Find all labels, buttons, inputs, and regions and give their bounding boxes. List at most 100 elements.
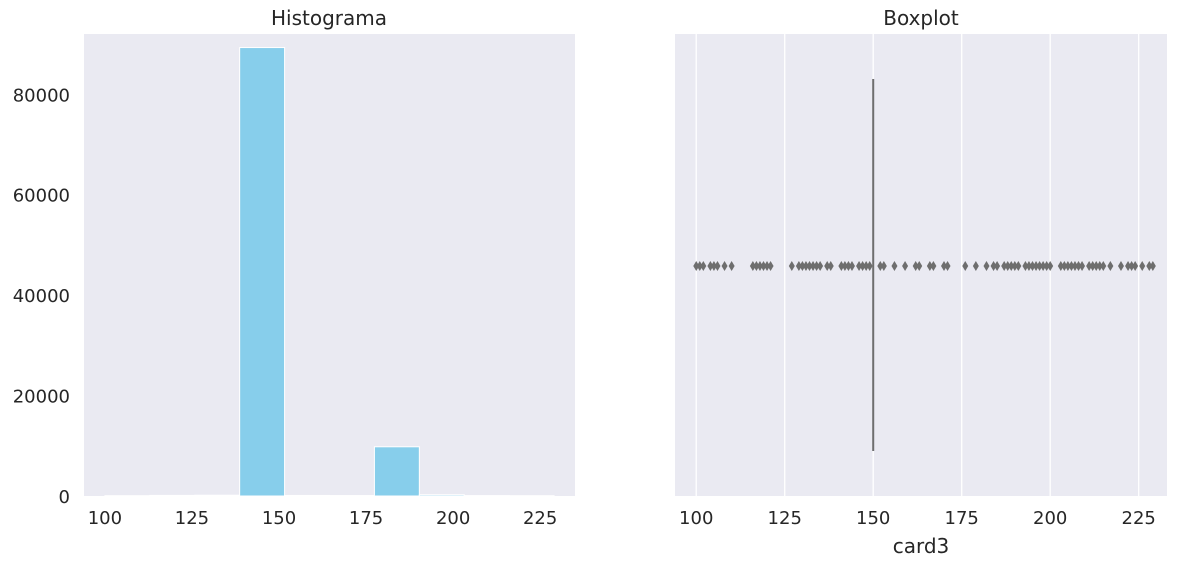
- boxplot-outlier: [1071, 261, 1078, 271]
- boxplot-outlier: [1068, 261, 1075, 271]
- boxplot-outlier: [813, 261, 820, 271]
- histogram-x-tick-label: 125: [175, 508, 209, 529]
- boxplot-outlier: [1093, 261, 1100, 271]
- boxplot-outlier: [866, 261, 873, 271]
- histogram-x-tick-label: 150: [262, 508, 296, 529]
- boxplot-outlier: [891, 261, 898, 271]
- boxplot-outlier: [838, 261, 845, 271]
- histogram-plot-area: [84, 34, 575, 496]
- boxplot-outlier: [1022, 261, 1029, 271]
- boxplot-x-tick-label: 125: [768, 508, 802, 529]
- boxplot-outlier: [1040, 261, 1047, 271]
- boxplot-x-tick-label: 200: [1033, 508, 1067, 529]
- boxplot-outlier: [1061, 261, 1068, 271]
- histogram-bar: [284, 494, 331, 497]
- histogram-y-tick-label: 80000: [13, 85, 70, 106]
- boxplot-outlier: [1025, 261, 1032, 271]
- boxplot-title: Boxplot: [883, 6, 959, 30]
- boxplot-outlier: [799, 261, 806, 271]
- boxplot-outlier: [806, 261, 813, 271]
- boxplot-outlier: [1100, 261, 1107, 271]
- histogram-bar: [149, 494, 196, 497]
- boxplot-outlier: [693, 261, 700, 271]
- histogram-bar: [194, 494, 241, 497]
- boxplot-outlier: [845, 261, 852, 271]
- histogram-y-tick-label: 0: [59, 487, 70, 508]
- boxplot-outlier: [788, 261, 795, 271]
- boxplot-outlier: [1015, 261, 1022, 271]
- boxplot-x-tick-label: 150: [856, 508, 890, 529]
- boxplot-outlier: [856, 261, 863, 271]
- boxplot-outlier: [1149, 261, 1156, 271]
- histogram-bar: [239, 47, 286, 497]
- boxplot-outlier: [749, 261, 756, 271]
- boxplot-outlier: [1029, 261, 1036, 271]
- boxplot-outlier: [1064, 261, 1071, 271]
- boxplot-outlier: [714, 261, 721, 271]
- boxplot-outlier: [926, 261, 933, 271]
- boxplot-panel: 100 125 150 175 200 225 Boxplot card3: [675, 6, 1167, 558]
- boxplot-outlier: [994, 261, 1001, 271]
- boxplot-x-tick-label: 225: [1122, 508, 1156, 529]
- boxplot-outlier: [827, 261, 834, 271]
- boxplot-outlier: [1117, 261, 1124, 271]
- boxplot-outlier: [795, 261, 802, 271]
- boxplot-outlier: [880, 261, 887, 271]
- boxplot-outlier: [1001, 261, 1008, 271]
- histogram-x-tick-label: 225: [523, 508, 557, 529]
- boxplot-x-axis-label: card3: [893, 534, 950, 558]
- boxplot-outlier: [1132, 261, 1139, 271]
- boxplot-outlier: [902, 261, 909, 271]
- boxplot-outlier: [1125, 261, 1132, 271]
- boxplot-outlier: [1004, 261, 1011, 271]
- boxplot-outlier: [841, 261, 848, 271]
- boxplot-outlier: [1036, 261, 1043, 271]
- boxplot-outlier: [1089, 261, 1096, 271]
- boxplot-outlier: [972, 261, 979, 271]
- boxplot-outlier: [767, 261, 774, 271]
- boxplot-outlier: [962, 261, 969, 271]
- boxplot-outlier: [863, 261, 870, 271]
- boxplot-outlier: [1086, 261, 1093, 271]
- histogram-x-tick-label: 100: [88, 508, 122, 529]
- boxplot-outlier: [1146, 261, 1153, 271]
- boxplot-outlier: [1033, 261, 1040, 271]
- boxplot-outlier: [1008, 261, 1015, 271]
- histogram-title: Histograma: [271, 6, 387, 30]
- boxplot-outlier: [1128, 261, 1135, 271]
- histogram-y-tick-label: 40000: [13, 286, 70, 307]
- boxplot-outlier: [756, 261, 763, 271]
- boxplot-outlier: [1011, 261, 1018, 271]
- boxplot-outlier: [930, 261, 937, 271]
- boxplot-outlier: [824, 261, 831, 271]
- boxplot-outlier: [710, 261, 717, 271]
- boxplot-outlier: [1079, 261, 1086, 271]
- boxplot-x-tick-label: 175: [945, 508, 979, 529]
- boxplot-outlier: [983, 261, 990, 271]
- boxplot-outlier: [760, 261, 767, 271]
- histogram-y-tick-label: 20000: [13, 387, 70, 408]
- boxplot-outlier: [944, 261, 951, 271]
- boxplot-outlier: [848, 261, 855, 271]
- histogram-y-tick-label: 60000: [13, 186, 70, 207]
- boxplot-outlier: [721, 261, 728, 271]
- boxplot-x-tick-label: 100: [679, 508, 713, 529]
- boxplot-outlier: [810, 261, 817, 271]
- histogram-panel: 100 125 150 175 200 225 0 20000 40000 60000 80000…: [13, 6, 575, 529]
- histogram-x-tick-label: 200: [436, 508, 470, 529]
- boxplot-outlier: [859, 261, 866, 271]
- histogram-x-tick-label: 175: [349, 508, 383, 529]
- boxplot-outlier: [1057, 261, 1064, 271]
- boxplot-outlier: [753, 261, 760, 271]
- histogram-bar: [373, 446, 420, 497]
- boxplot-outlier: [817, 261, 824, 271]
- boxplot-outlier: [764, 261, 771, 271]
- boxplot-outlier: [1043, 261, 1050, 271]
- histogram-bar: [418, 494, 465, 497]
- boxplot-outlier: [1139, 261, 1146, 271]
- boxplot-outlier: [707, 261, 714, 271]
- boxplot-outlier: [700, 261, 707, 271]
- boxplot-outlier: [728, 261, 735, 271]
- boxplot-outlier: [802, 261, 809, 271]
